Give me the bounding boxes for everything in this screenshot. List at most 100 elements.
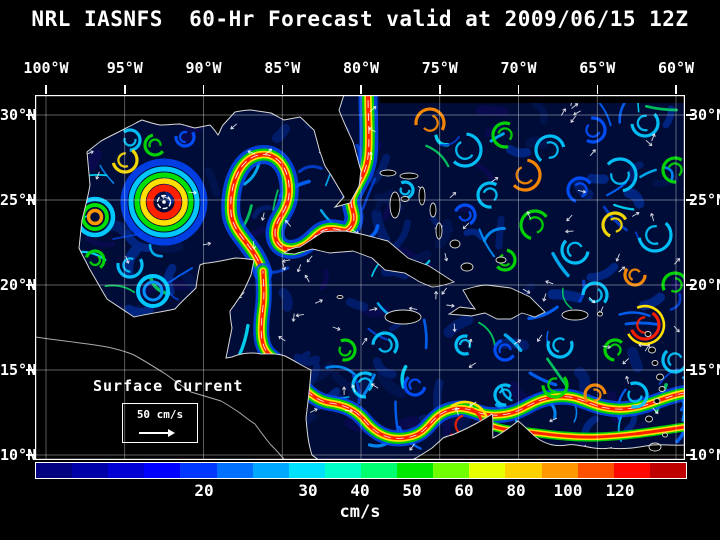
flow-streak [602,205,628,232]
island [389,191,401,219]
current-jets [79,95,685,438]
velocity-vector-icon [125,255,130,264]
eddy [497,127,513,143]
eddy [607,217,623,233]
velocity-vector-icon [291,313,296,322]
colorbar-segment [433,463,470,478]
eddy [122,257,138,273]
eddy [357,377,373,393]
velocity-vector-icon [441,287,448,295]
island [460,262,474,272]
velocity-vector-icon [566,214,573,222]
colorbar-tick-label: 20 [194,481,214,500]
flow-streak [361,373,376,398]
flow-streak [669,293,682,311]
velocity-vector-icon [260,212,265,221]
eddy [541,141,559,159]
island [648,442,662,452]
flow-streak [84,235,115,248]
island [656,373,664,381]
lat-tick [26,114,34,116]
flow-streak [489,132,505,143]
flow-streak [627,346,644,373]
eddy [371,331,399,359]
flow-streak [547,289,583,303]
velocity-vector-icon [645,139,653,147]
lat-tick [686,454,694,456]
eddy [88,253,102,267]
flow-streak [463,228,485,241]
flow-streak [551,251,570,278]
eddy [588,388,602,402]
island [384,309,422,325]
velocity-vector-icon [468,362,476,368]
lat-label-left: 25°N [0,191,37,209]
surface-current-label: Surface Current [93,377,244,395]
lon-label: 75°W [421,59,458,77]
velocity-vector-icon [351,384,356,393]
velocity-vector-icon [369,307,378,312]
velocity-vector-icon [589,149,596,156]
scale-arrow-icon [139,429,181,437]
island [379,169,397,177]
model-domain-edge [380,95,685,103]
eddy [546,331,574,359]
flow-streak [86,149,103,171]
velocity-vector-icon [565,229,574,234]
eddy [498,388,512,402]
velocity-vector-icon [409,443,415,451]
flow-streak [346,373,374,403]
island [648,346,656,354]
lat-tick [686,199,694,201]
colorbar-segment [469,463,506,478]
velocity-vector-icon [577,189,586,194]
eddy [661,271,685,299]
velocity-vector-icon [491,176,499,183]
colorbar-segment [397,463,434,478]
plot-title: NRL IASNFS 60-Hr Forecast valid at 2009/… [31,7,689,31]
velocity-vector-icon [560,108,566,116]
lat-label-right: 10°N [689,446,720,464]
velocity-vector-icon [332,326,341,331]
flow-streak [561,287,573,310]
velocity-vector-icon [188,190,197,195]
island [653,398,661,404]
island [400,196,410,202]
scale-value-label: 50 cm/s [136,408,184,421]
island [651,360,659,366]
eddy [395,180,415,200]
velocity-vector-icon [304,274,310,283]
eddy [414,107,446,139]
eddy [526,216,544,234]
eddy [627,387,643,403]
lat-label-right: 15°N [689,361,720,379]
eddy [602,157,638,193]
eddy [421,114,439,132]
flow-streak [639,168,657,179]
velocity-vector-icon [468,338,473,347]
eddy [566,176,594,204]
velocity-vector-icon [452,323,457,332]
lon-tick [675,85,677,94]
velocity-vector-icon [449,191,457,199]
island [449,239,461,249]
lat-tick [26,199,34,201]
flow-streak [546,357,569,389]
flow-streak [135,281,165,299]
velocity-vector-icon [247,150,256,155]
eddy [455,140,475,160]
colorbar-segment [613,463,650,478]
lat-label-left: 20°N [0,276,37,294]
island [429,202,437,218]
flow-streak [345,297,369,312]
lat-tick [26,454,34,456]
eddy [377,337,393,353]
island [418,186,426,206]
eddy [621,381,649,409]
eddy [498,343,512,357]
velocity-vector-icon [282,258,291,263]
ocean-current-map [35,95,685,460]
lat-tick [26,369,34,371]
flow-streak [574,367,591,393]
flow-streak [644,104,678,112]
